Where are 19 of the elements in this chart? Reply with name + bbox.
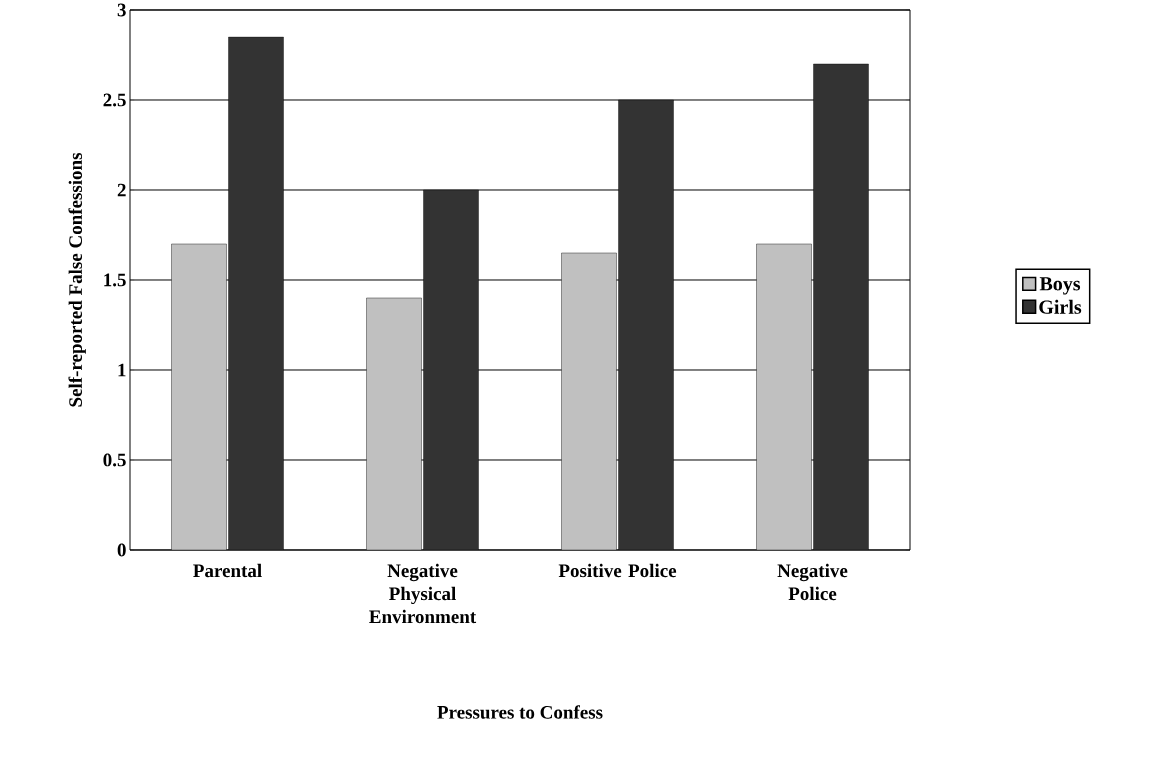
y-tick-label: 2.5 xyxy=(103,93,126,107)
x-tick-label: Parental xyxy=(193,563,262,578)
bar xyxy=(171,243,227,550)
legend-label: Boys xyxy=(1039,277,1081,295)
x-tick-label: Negative Police xyxy=(777,563,848,601)
y-tick-label: 1 xyxy=(118,363,126,377)
y-tick-label: 0 xyxy=(117,543,126,557)
x-tick-label: Positive Police xyxy=(558,563,677,578)
y-tick-label: 1.5 xyxy=(104,273,126,287)
x-tick-label: Negative Physical Environment xyxy=(369,563,477,624)
y-tick-label: 3 xyxy=(117,3,126,17)
bar xyxy=(756,243,812,550)
bar xyxy=(561,252,617,550)
bar xyxy=(366,297,422,550)
y-tick-label: 0.5 xyxy=(103,453,126,467)
y-tick-label: 2 xyxy=(117,183,126,197)
legend-label: Girls xyxy=(1039,299,1082,314)
y-axis-title: Self-reported False Confessions xyxy=(68,152,86,407)
x-axis-title: Pressures to Confess xyxy=(437,705,603,719)
